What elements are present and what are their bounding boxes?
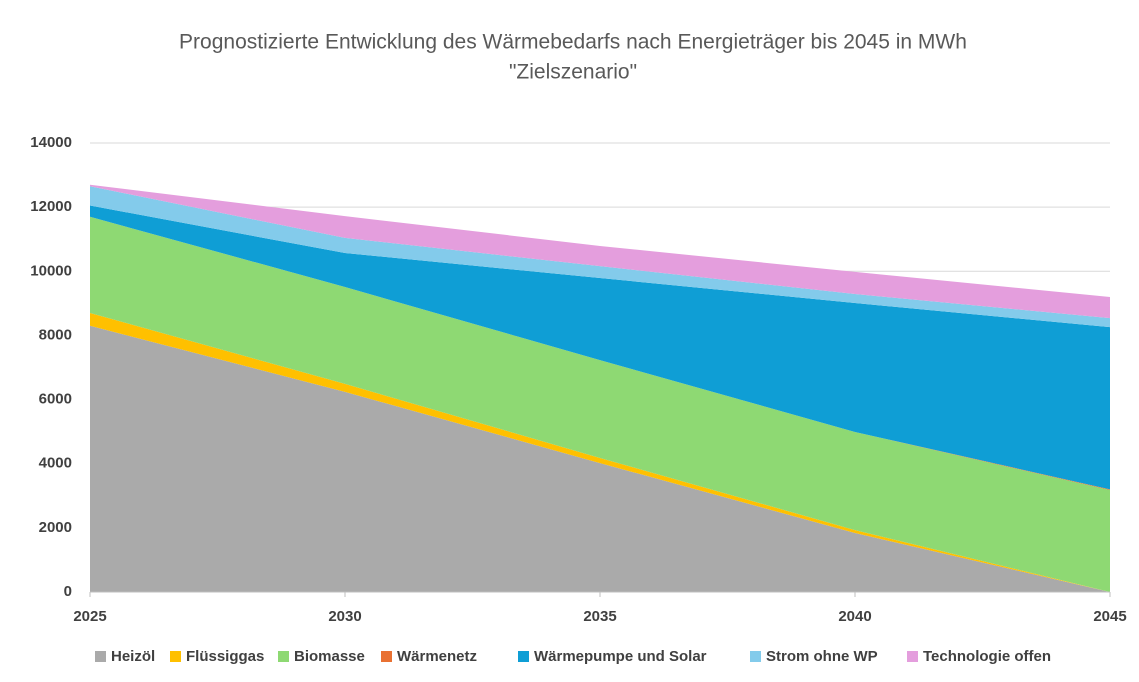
area	[90, 184, 1110, 319]
legend-label: Wärmenetz	[397, 648, 477, 665]
x-tick-label: 2035	[583, 608, 616, 625]
x-tick-label: 2030	[328, 608, 361, 625]
x-tick-label: 2025	[73, 608, 106, 625]
y-tick-label: 2000	[39, 519, 72, 536]
chart-title: Prognostizierte Entwicklung des Wärmebed…	[179, 31, 967, 54]
legend-swatch	[518, 651, 529, 662]
legend-swatch	[95, 651, 106, 662]
legend-swatch	[907, 651, 918, 662]
area	[90, 325, 1110, 592]
area	[90, 216, 1110, 592]
legend-swatch	[381, 651, 392, 662]
x-tick-label: 2040	[838, 608, 871, 625]
y-tick-label: 8000	[39, 326, 72, 343]
legend-label: Heizöl	[111, 648, 155, 665]
area	[90, 186, 1110, 328]
legend-label: Biomasse	[294, 648, 365, 665]
legend-label: Strom ohne WP	[766, 648, 878, 665]
y-tick-label: 10000	[30, 262, 72, 279]
y-tick-label: 12000	[30, 198, 72, 215]
legend-label: Wärmepumpe und Solar	[534, 648, 707, 665]
legend-swatch	[170, 651, 181, 662]
y-tick-label: 6000	[39, 391, 72, 408]
legend-label: Technologie offen	[923, 648, 1051, 665]
legend-label: Flüssiggas	[186, 648, 264, 665]
area	[90, 205, 1110, 490]
legend-swatch	[278, 651, 289, 662]
y-tick-label: 4000	[39, 455, 72, 472]
chart-subtitle: "Zielszenario"	[509, 61, 637, 84]
y-tick-label: 0	[64, 583, 72, 600]
y-tick-label: 14000	[30, 134, 72, 151]
legend-swatch	[750, 651, 761, 662]
x-tick-label: 2045	[1093, 608, 1126, 625]
